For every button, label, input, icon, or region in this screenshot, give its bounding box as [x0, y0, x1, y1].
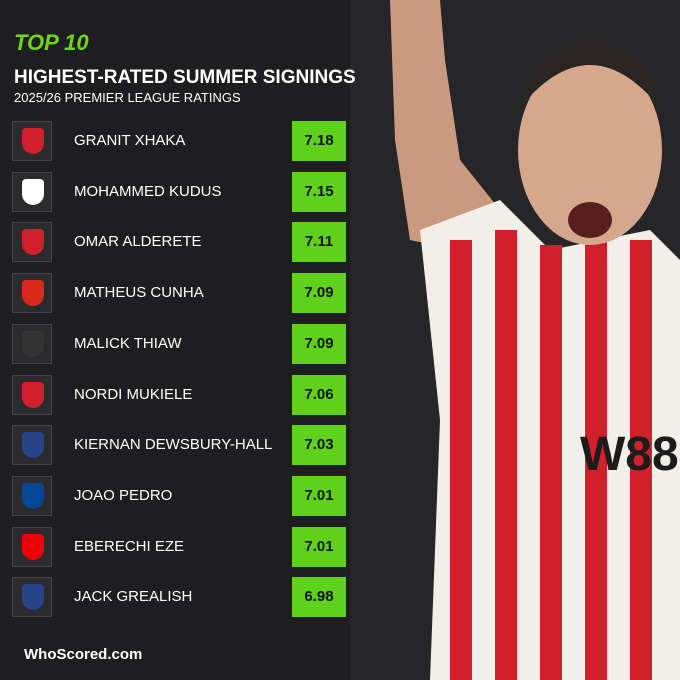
row: JOAO PEDRO 7.01: [12, 475, 346, 516]
club-logo: [12, 475, 52, 516]
player-name: GRANIT XHAKA: [74, 132, 186, 149]
club-crest: [22, 229, 44, 256]
player-name: EBERECHI EZE: [74, 537, 185, 555]
player-name: OMAR ALDERETE: [74, 233, 202, 251]
logo: WhoScored.com: [24, 646, 143, 663]
rating: 7.09: [292, 323, 346, 364]
club-crest: [22, 330, 44, 357]
rating: 6.98: [292, 577, 346, 618]
row: JACK GREALISH 6.98: [12, 577, 346, 618]
club-logo: [12, 425, 52, 466]
shirt-sponsor: W88: [580, 428, 679, 481]
club-crest: [22, 432, 44, 459]
player-name: JACK GREALISH: [74, 588, 193, 606]
club-logo: [12, 273, 52, 314]
row: MATHEUS CUNHA 7.09: [12, 273, 346, 314]
row: NORDI MUKIELE 7.06: [12, 374, 346, 415]
rating: 7.15: [292, 171, 346, 212]
player-name: MOHAMMED KUDUS: [74, 182, 222, 200]
rating: 7.03: [292, 425, 346, 466]
badge: TOP 10: [14, 30, 89, 55]
row: OMAR ALDERETE 7.11: [12, 222, 346, 263]
title: HIGHEST-RATED SUMMER SIGNINGS: [14, 67, 356, 88]
club-logo: [12, 526, 52, 567]
subtitle: 2025/26 PREMIER LEAGUE RATINGS: [14, 90, 241, 105]
club-crest: [22, 482, 44, 509]
player-name: NORDI MUKIELE: [74, 385, 193, 403]
row: KIERNAN DEWSBURY-HALL 7.03: [12, 425, 346, 466]
player-name: MALICK THIAW: [74, 334, 182, 352]
player-photo: W88: [350, 0, 680, 680]
row: GRANIT XHAKA 7.18: [12, 121, 346, 161]
rating: 7.09: [292, 273, 346, 314]
club-crest: [22, 533, 44, 560]
rating: 7.18: [292, 121, 346, 161]
club-crest: [22, 381, 44, 408]
club-crest: [22, 128, 44, 154]
player-name: KIERNAN DEWSBURY-HALL: [74, 436, 273, 454]
club-logo: [12, 323, 52, 364]
club-logo: [12, 374, 52, 415]
club-crest: [22, 584, 44, 611]
club-logo: [12, 222, 52, 263]
rating: 7.01: [292, 475, 346, 516]
player-name: JOAO PEDRO: [74, 486, 173, 504]
rating: 7.06: [292, 374, 346, 415]
row: MOHAMMED KUDUS 7.15: [12, 171, 346, 212]
club-crest: [22, 178, 44, 205]
club-logo: [12, 171, 52, 212]
club-crest: [22, 280, 44, 307]
rating: 7.01: [292, 526, 346, 567]
player-name: MATHEUS CUNHA: [74, 284, 204, 302]
row: EBERECHI EZE 7.01: [12, 526, 346, 567]
row: MALICK THIAW 7.09: [12, 323, 346, 364]
rating: 7.11: [292, 222, 346, 263]
club-logo: [12, 577, 52, 618]
club-logo: [12, 121, 52, 161]
